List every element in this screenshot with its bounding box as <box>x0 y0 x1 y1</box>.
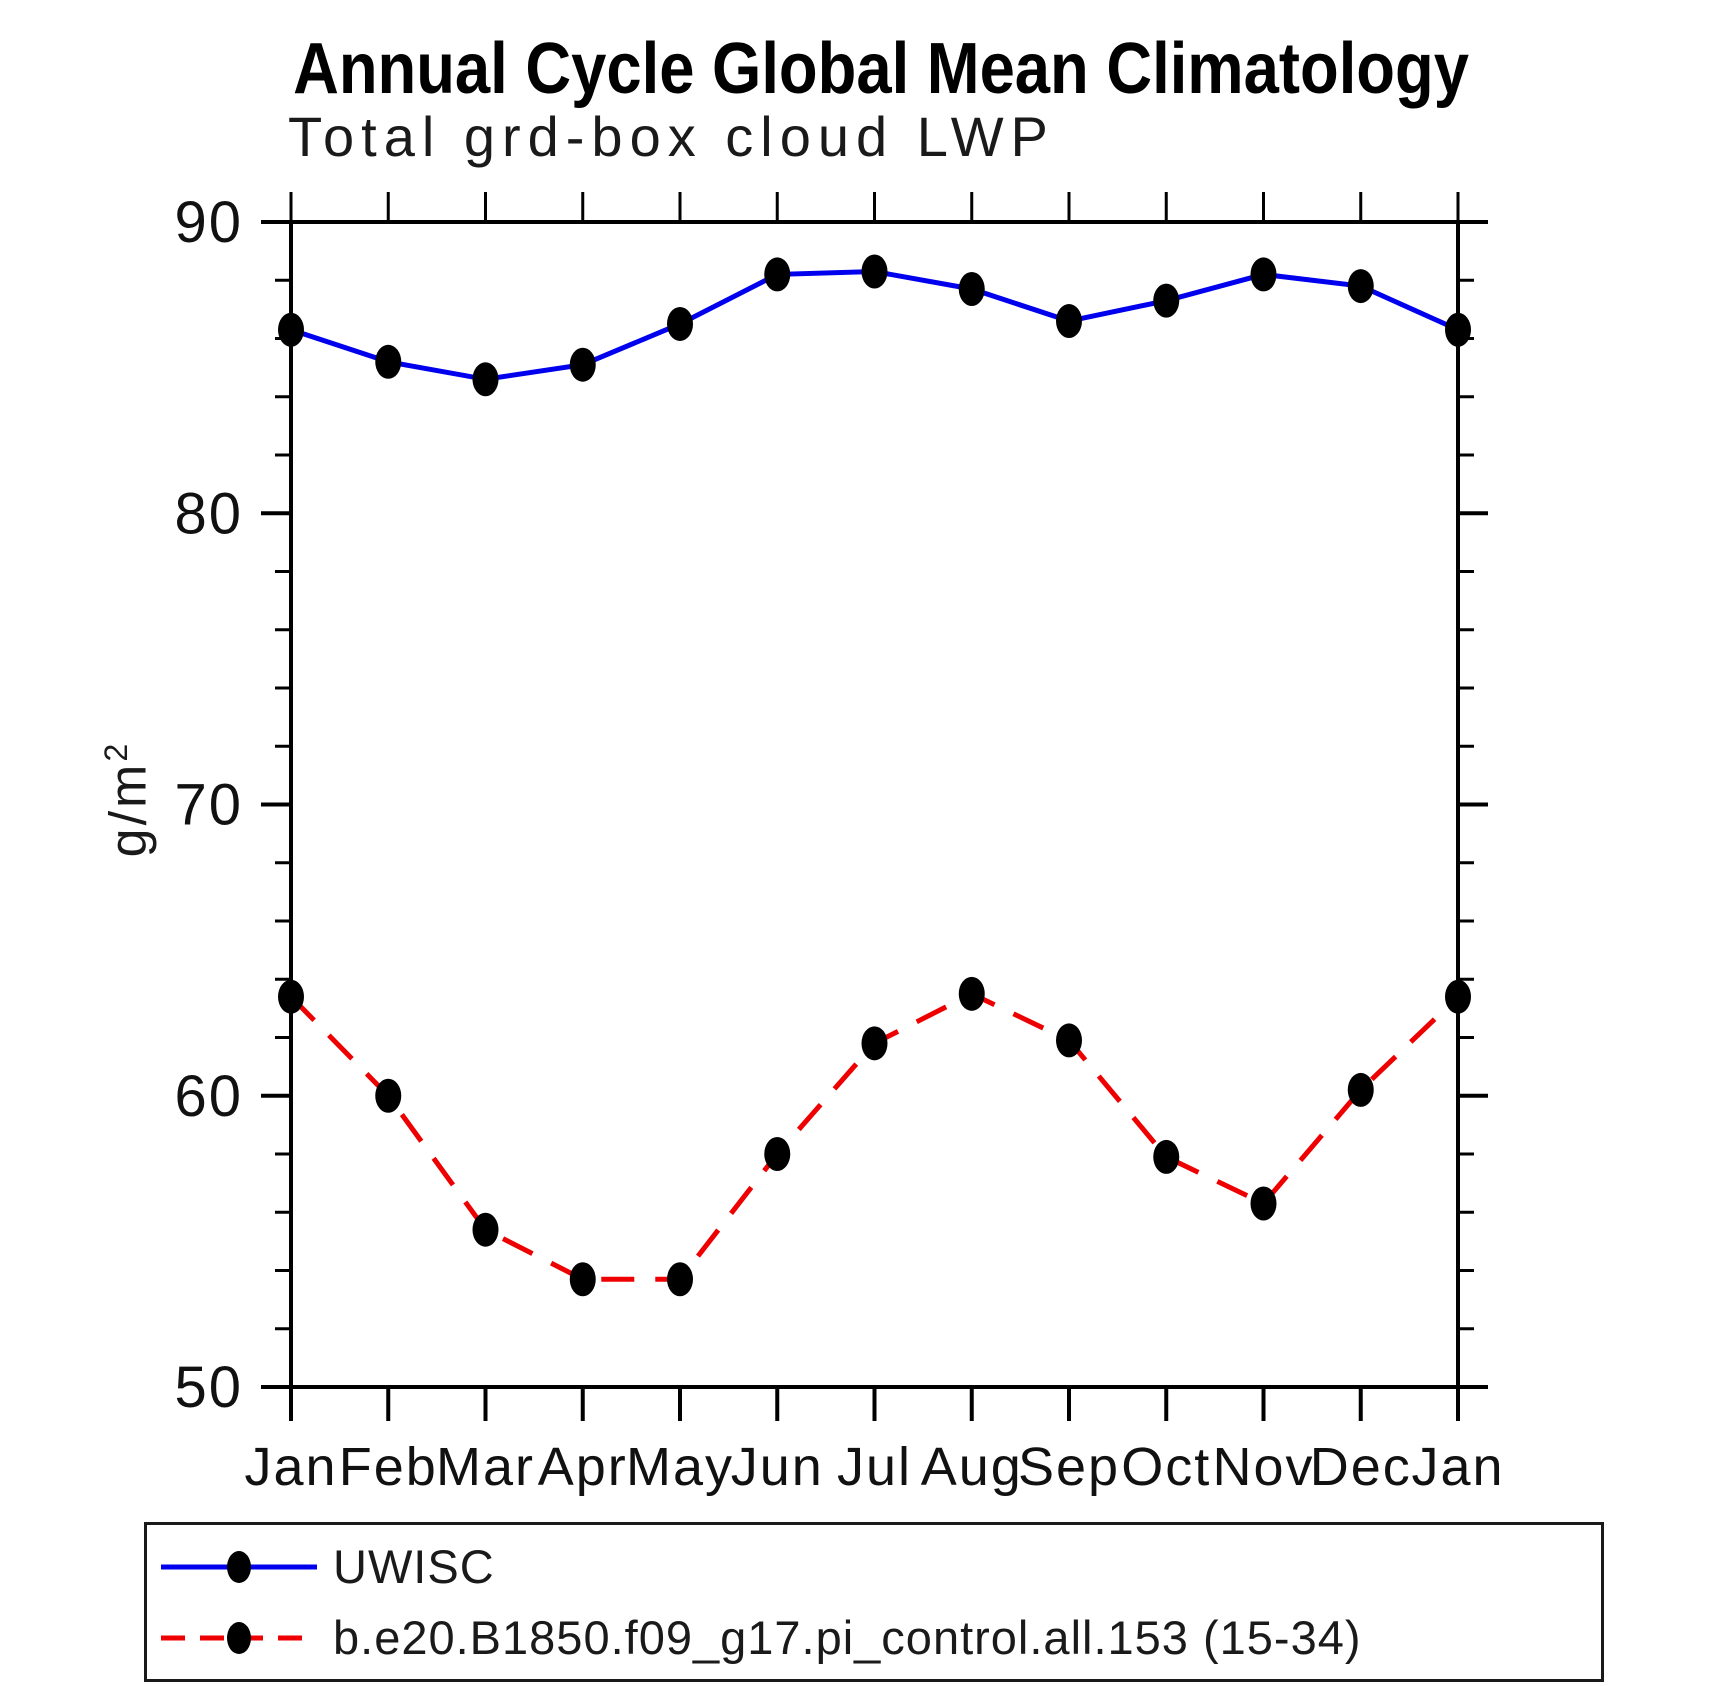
data-point-marker <box>764 1137 791 1171</box>
x-tick-label: Oct <box>1121 1437 1211 1497</box>
data-point-marker <box>1056 1023 1082 1058</box>
y-tick-label: 80 <box>174 481 243 546</box>
data-point-marker <box>1056 304 1082 339</box>
data-point-marker <box>472 1212 499 1247</box>
data-point-marker <box>569 347 596 382</box>
data-point-marker <box>1250 1186 1277 1221</box>
legend: UWISC b.e20.B1850.f09_g17.pi_control.all… <box>144 1522 1604 1682</box>
data-point-marker <box>958 976 985 1011</box>
x-tick-label: Aug <box>921 1437 1023 1497</box>
y-tick-label: 70 <box>174 773 243 838</box>
x-tick-label: Dec <box>1310 1437 1412 1497</box>
data-point-marker <box>958 271 985 306</box>
y-tick-label: 60 <box>174 1064 243 1129</box>
legend-marker-dot <box>227 1550 251 1583</box>
data-point-marker <box>1153 1139 1180 1174</box>
legend-item-uwisc: UWISC <box>153 1531 1601 1602</box>
x-tick-label: Jan <box>1411 1437 1504 1497</box>
data-point-marker <box>667 306 693 341</box>
data-point-marker <box>1347 1072 1374 1107</box>
data-point-marker <box>1445 979 1471 1014</box>
x-tick-label: Jun <box>731 1437 824 1497</box>
y-tick-label: 50 <box>174 1355 243 1420</box>
data-point-marker <box>667 1262 693 1297</box>
data-point-marker <box>375 344 402 379</box>
data-point-marker <box>569 1262 596 1297</box>
data-point-marker <box>861 1026 888 1061</box>
legend-line-sample-dashed <box>161 1621 317 1654</box>
data-point-marker <box>1347 269 1374 304</box>
y-tick-label: 90 <box>174 190 243 255</box>
x-tick-label: May <box>626 1437 734 1497</box>
x-tick-label: Jul <box>837 1437 912 1497</box>
legend-label-uwisc: UWISC <box>333 1540 495 1593</box>
data-point-marker <box>861 254 888 289</box>
data-point-marker <box>764 257 791 292</box>
chart-title: Annual Cycle Global Mean Climatology <box>293 29 1469 109</box>
plot-frame <box>289 220 1460 1389</box>
data-point-marker <box>1153 283 1180 318</box>
legend-marker-dot <box>227 1621 251 1654</box>
data-point-marker <box>278 312 304 347</box>
legend-line-sample-solid <box>161 1550 317 1583</box>
x-tick-label: Mar <box>436 1437 535 1497</box>
x-tick-label: Sep <box>1018 1437 1120 1497</box>
chart-subtitle: Total grd-box cloud LWP <box>288 105 1055 168</box>
data-point-marker <box>375 1078 402 1113</box>
x-tick-label: Jan <box>244 1437 337 1497</box>
x-tick-label: Nov <box>1212 1437 1314 1497</box>
legend-item-model: b.e20.B1850.f09_g17.pi_control.all.153 (… <box>153 1602 1601 1673</box>
data-point-marker <box>278 979 304 1014</box>
data-point-marker <box>472 362 499 397</box>
x-tick-label: Feb <box>339 1437 438 1497</box>
data-point-marker <box>1250 257 1277 292</box>
legend-label-model: b.e20.B1850.f09_g17.pi_control.all.153 (… <box>333 1611 1362 1664</box>
x-tick-label: Apr <box>538 1437 628 1497</box>
data-point-marker <box>1445 312 1471 347</box>
